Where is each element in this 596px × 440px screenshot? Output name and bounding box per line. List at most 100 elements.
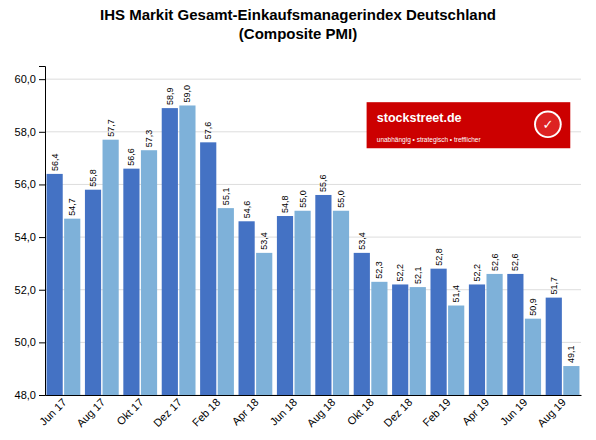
- tick: 56,0: [15, 178, 45, 190]
- data-label: 52,1: [413, 267, 423, 285]
- data-label: 54,8: [280, 195, 290, 213]
- data-label: 56,4: [50, 153, 60, 171]
- bar: [85, 190, 101, 395]
- tick: 60,0: [15, 73, 45, 85]
- tick-label: Okt 17: [114, 396, 145, 427]
- bar: [525, 319, 541, 395]
- tick: Jun 19: [498, 395, 530, 428]
- tick-label: Apr 19: [460, 396, 491, 427]
- data-label: 50,9: [528, 298, 538, 316]
- bar: [123, 169, 139, 395]
- tick-label: Jun 18: [267, 396, 299, 428]
- bar: [200, 142, 216, 395]
- bar: [392, 284, 408, 395]
- logo-box: [367, 102, 571, 148]
- data-label: 57,7: [106, 119, 116, 137]
- tick-label: Jun 17: [37, 396, 69, 428]
- bar: [371, 282, 387, 395]
- tick-mark: [39, 395, 45, 396]
- bar: [295, 211, 311, 395]
- series: [47, 108, 562, 395]
- data-label: 55,6: [318, 174, 328, 192]
- grid: [45, 79, 581, 395]
- tick-label: Okt 18: [345, 396, 376, 427]
- tick: 50,0: [15, 336, 45, 348]
- data-label: 55,0: [298, 190, 308, 208]
- annotation: stockstreet.de: [377, 111, 462, 125]
- tick: 54,0: [15, 231, 45, 243]
- chart: IHS Markit Gesamt-Einkaufsmanagerindex D…: [0, 0, 596, 440]
- data-label: 51,4: [451, 285, 461, 303]
- annotation: ✓: [542, 117, 553, 132]
- tick: Feb 18: [190, 395, 223, 429]
- bar: [430, 269, 446, 395]
- tick-mark: [39, 237, 45, 238]
- bar: [410, 287, 426, 395]
- data-label: 52,6: [510, 253, 520, 271]
- tick-label: 50,0: [15, 336, 36, 348]
- bar: [277, 216, 293, 395]
- tick: 58,0: [15, 126, 45, 138]
- bar: [256, 253, 272, 395]
- series: [64, 105, 579, 395]
- data-label: 59,0: [182, 85, 192, 103]
- tick-label: Feb 18: [190, 396, 223, 429]
- data-label: 57,6: [203, 122, 213, 140]
- data-labels: 56,455,856,658,957,654,654,855,653,452,2…: [50, 85, 577, 363]
- tick-mark: [39, 132, 45, 133]
- data-label: 49,1: [566, 346, 576, 364]
- data-label: 54,7: [67, 198, 77, 216]
- data-label: 51,7: [549, 277, 559, 295]
- tick: Aug 18: [304, 395, 337, 429]
- plot: 48,0 50,0 52,0 54,0 56,0 58,0 60,0 Jun 17Aug 17…: [15, 67, 582, 430]
- bars: [47, 105, 580, 395]
- tick-label: Apr 18: [229, 396, 260, 427]
- tick: Jun 17: [37, 395, 69, 428]
- logo-disc: [536, 112, 560, 136]
- data-label: 55,0: [336, 190, 346, 208]
- tick: Aug 19: [535, 395, 568, 429]
- data-label: 58,9: [165, 88, 175, 106]
- tick-label: Jun 19: [498, 396, 530, 428]
- tick: Feb 19: [420, 395, 453, 429]
- x-axis: Jun 17Aug 17Okt 17Dez 17Feb 18Apr 18Jun …: [37, 395, 581, 429]
- data-label: 57,3: [144, 130, 154, 148]
- bar: [486, 274, 502, 395]
- bar: [354, 253, 370, 395]
- data-label: 55,1: [221, 188, 231, 206]
- bar: [333, 211, 349, 395]
- tick: Aug 17: [74, 395, 107, 429]
- tick: 48,0: [15, 389, 45, 401]
- bar: [179, 105, 195, 395]
- bar: [469, 284, 485, 395]
- tick: Apr 18: [229, 395, 260, 427]
- data-label: 55,8: [88, 169, 98, 187]
- tick: Okt 17: [114, 395, 145, 427]
- tick: Okt 18: [345, 395, 376, 427]
- data-label: 52,3: [374, 261, 384, 279]
- data-label: 54,6: [242, 201, 252, 219]
- data-label: 52,2: [472, 264, 482, 282]
- bar: [239, 221, 255, 395]
- bar: [47, 174, 63, 395]
- tick-label: Dez 17: [151, 396, 184, 429]
- tick-label: Aug 18: [304, 396, 337, 429]
- annotation: unabhängig • strategisch • trefflicher: [377, 136, 482, 144]
- subtitle: (Composite PMI): [239, 25, 357, 42]
- tick-label: 60,0: [15, 73, 36, 85]
- data-label: 52,6: [490, 253, 500, 271]
- data-label: 52,8: [434, 248, 444, 266]
- tick: Jun 18: [267, 395, 299, 428]
- bar: [507, 274, 523, 395]
- bar: [64, 219, 80, 395]
- data-label: 53,4: [357, 232, 367, 250]
- grid-line: [45, 79, 581, 80]
- tick-mark: [39, 79, 45, 80]
- tick: Dez 17: [151, 395, 184, 429]
- tick-mark: [39, 342, 45, 343]
- bar: [218, 208, 234, 395]
- tick: 52,0: [15, 284, 45, 296]
- tick: Dez 18: [381, 395, 414, 429]
- bar: [141, 150, 157, 395]
- y-axis: 48,0 50,0 52,0 54,0 56,0 58,0 60,0: [15, 67, 46, 402]
